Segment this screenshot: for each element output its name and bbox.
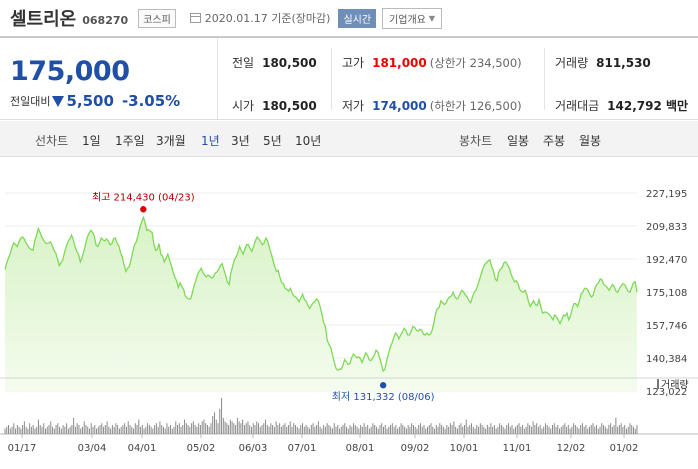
volume-value: 811,530 xyxy=(596,55,651,70)
y-tick-label: 209,833 xyxy=(646,222,687,233)
min-label: 최저 131,332 (08/06) xyxy=(332,391,435,403)
x-tick-label: 10/01 xyxy=(450,443,479,454)
y-tick-label: 157,746 xyxy=(646,321,687,332)
tab-weekly[interactable]: 주봉 xyxy=(543,134,566,148)
tab-1w[interactable]: 1주일 xyxy=(115,134,145,148)
x-tick-label: 12/02 xyxy=(557,443,586,454)
stock-header: 셀트리온 068270 코스피 2020.01.17 기준(장마감) 실시간 기… xyxy=(0,0,698,36)
x-tick-label: 01/02 xyxy=(610,443,639,454)
divider xyxy=(544,48,545,110)
prev-close-label: 전일 xyxy=(232,56,255,70)
divider xyxy=(331,48,332,110)
tab-1d[interactable]: 1일 xyxy=(82,134,101,148)
current-price: 175,000 xyxy=(10,56,130,87)
x-tick-label: 07/01 xyxy=(288,443,317,454)
x-tick-label: 09/02 xyxy=(401,443,430,454)
x-tick-label: 05/02 xyxy=(187,443,216,454)
company-info-label: 기업개요 xyxy=(389,14,426,26)
prev-close: 전일 180,500 xyxy=(232,54,317,71)
y-tick-label: 175,108 xyxy=(646,288,687,299)
chevron-down-icon: ▼ xyxy=(428,13,436,23)
change-percent: -3.05% xyxy=(121,92,181,110)
upper-limit: (상한가 234,500) xyxy=(429,55,522,70)
volume: 거래량 811,530 xyxy=(555,54,651,71)
line-chart-label: 선차트 xyxy=(35,134,69,148)
base-date-text: 2020.01.17 기준(장마감) xyxy=(204,12,331,25)
calendar-icon xyxy=(189,13,201,23)
amount-value: 142,792 백만 xyxy=(607,99,689,113)
volume-legend-swatch xyxy=(657,378,659,389)
high-value: 181,000 xyxy=(372,55,427,70)
stock-code: 068270 xyxy=(82,13,129,27)
x-tick-label: 06/03 xyxy=(239,443,268,454)
volume-label: 거래량 xyxy=(555,56,589,70)
tab-1y[interactable]: 1년 xyxy=(201,134,220,148)
x-tick-label: 04/01 xyxy=(128,443,157,454)
open-label: 시가 xyxy=(232,99,255,113)
amount-label: 거래대금 xyxy=(555,99,600,113)
min-marker xyxy=(379,382,387,389)
volume-legend: 거래량 xyxy=(657,376,689,391)
low-value: 174,000 xyxy=(372,98,427,113)
tab-5y[interactable]: 5년 xyxy=(263,134,282,148)
change-value: 5,500 xyxy=(66,92,114,110)
tab-monthly[interactable]: 월봉 xyxy=(579,134,602,148)
tab-3y[interactable]: 3년 xyxy=(231,134,250,148)
tab-10y[interactable]: 10년 xyxy=(295,134,322,148)
volume-legend-label: 거래량 xyxy=(661,380,689,391)
high-label: 고가 xyxy=(342,56,365,70)
market-badge: 코스피 xyxy=(138,8,176,28)
price-summary: 175,000 전일대비 5,500 -3.05% 전일 180,500 시가 … xyxy=(0,36,698,120)
x-tick-label: 11/01 xyxy=(503,443,532,454)
chart-tabs: 선차트 1일 1주일 3개월 1년 3년 5년 10년 봉차트 일봉 주봉 월봉 xyxy=(0,121,698,157)
y-tick-label: 140,384 xyxy=(646,354,687,365)
x-tick-label: 01/17 xyxy=(8,443,37,454)
high-price: 고가 181,000 (상한가 234,500) xyxy=(342,54,522,71)
open-value: 180,500 xyxy=(262,98,317,113)
stock-name: 셀트리온 xyxy=(10,9,77,30)
company-info-dropdown[interactable]: 기업개요 ▼ xyxy=(382,7,443,29)
down-arrow-icon xyxy=(52,95,65,107)
price-chart: 227,195 209,833 192,470 175,108 157,746 140,3… xyxy=(0,178,698,469)
lower-limit: (하한가 126,500) xyxy=(429,98,522,113)
low-label: 저가 xyxy=(342,99,365,113)
realtime-button[interactable]: 실시간 xyxy=(338,8,377,28)
price-change: 전일대비 5,500 -3.05% xyxy=(10,92,180,110)
y-tick-label: 227,195 xyxy=(646,189,687,200)
low-price: 저가 174,000 (하한가 126,500) xyxy=(342,97,522,114)
price-area xyxy=(5,217,637,391)
prev-close-value: 180,500 xyxy=(262,55,317,70)
trade-amount: 거래대금 142,792 백만 xyxy=(555,97,688,114)
price-chart-svg: 227,195 209,833 192,470 175,108 157,746 140,3… xyxy=(0,189,698,454)
max-marker xyxy=(140,206,147,213)
y-tick-label: 192,470 xyxy=(646,255,687,266)
x-tick-label: 08/01 xyxy=(346,443,375,454)
current-price-box: 175,000 전일대비 5,500 -3.05% xyxy=(0,38,218,120)
change-label: 전일대비 xyxy=(10,95,51,108)
y-tick-label: 123,022 xyxy=(646,387,687,398)
open-price: 시가 180,500 xyxy=(232,97,317,114)
tab-daily[interactable]: 일봉 xyxy=(507,134,530,148)
x-tick-label: 03/04 xyxy=(78,443,107,454)
base-date: 2020.01.17 기준(장마감) xyxy=(189,10,331,26)
tab-3m[interactable]: 3개월 xyxy=(156,134,186,148)
max-label: 최고 214,430 (04/23) xyxy=(92,191,195,203)
candle-chart-label: 봉차트 xyxy=(459,134,493,148)
price-line xyxy=(4,215,638,373)
